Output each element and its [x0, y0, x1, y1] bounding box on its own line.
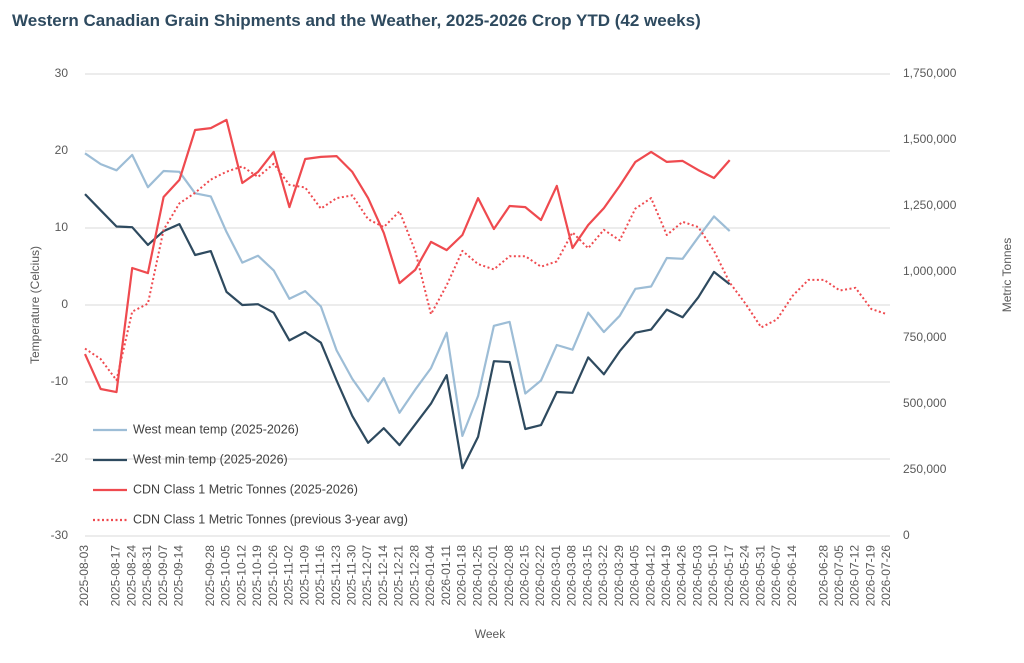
x-tick-label: 2025-12-21 [392, 545, 406, 607]
x-tick-label: 2025-08-03 [77, 545, 91, 607]
x-tick-label: 2025-12-28 [407, 545, 421, 607]
x-tick-label: 2025-11-30 [345, 545, 359, 606]
x-tick-label: 2026-04-05 [628, 545, 642, 607]
x-tick-label: 2025-12-14 [376, 545, 390, 607]
series-line [83, 118, 731, 394]
x-tick-label: 2026-03-29 [612, 545, 626, 607]
x-tick-label: 2025-11-09 [297, 545, 311, 606]
x-tick-label: 2026-05-03 [690, 545, 704, 607]
x-tick-label: 2026-05-10 [706, 545, 720, 607]
legend-label: West mean temp (2025-2026) [133, 422, 299, 436]
y2-tick-label: 1,500,000 [903, 132, 957, 146]
y-tick-label: 10 [55, 220, 69, 234]
y-tick-label: -10 [51, 374, 69, 388]
legend-label: CDN Class 1 Metric Tonnes (previous 3-ye… [133, 512, 408, 526]
x-tick-label: 2026-05-17 [722, 545, 736, 607]
x-tick-label: 2025-08-24 [124, 545, 138, 607]
x-tick-label: 2025-08-31 [140, 545, 154, 607]
x-tick-label: 2026-04-19 [659, 545, 673, 607]
y-axis-title: Temperature (Celcius) [28, 246, 42, 364]
x-tick-label: 2025-09-28 [203, 545, 217, 607]
x-tick-label: 2026-04-12 [643, 545, 657, 607]
x-tick-label: 2026-02-22 [533, 545, 547, 607]
y-tick-label: -20 [51, 451, 69, 465]
y-tick-label: -30 [51, 528, 69, 542]
x-tick-label: 2026-02-15 [517, 545, 531, 607]
y-tick-label: 20 [55, 143, 69, 157]
y2-axis-title: Metric Tonnes [1000, 238, 1014, 312]
x-tick-label: 2025-09-07 [156, 545, 170, 607]
x-tick-label: 2026-07-19 [863, 545, 877, 607]
x-tick-label: 2026-02-01 [486, 545, 500, 607]
x-tick-label: 2025-11-16 [313, 545, 327, 606]
x-axis-title: Week [475, 627, 506, 641]
chart-title: Western Canadian Grain Shipments and the… [12, 11, 701, 30]
x-tick-label: 2025-09-14 [172, 545, 186, 607]
x-tick-label: 2025-10-12 [234, 545, 248, 607]
y2-tick-label: 1,250,000 [903, 198, 957, 212]
series-line [84, 193, 731, 470]
x-tick-label: 2026-04-26 [675, 545, 689, 607]
y2-tick-label: 750,000 [903, 330, 947, 344]
x-tick-label: 2026-06-28 [816, 545, 830, 607]
x-tick-label: 2026-03-08 [565, 545, 579, 607]
x-tick-label: 2025-11-02 [282, 545, 296, 606]
x-tick-label: 2026-05-24 [738, 545, 752, 607]
y2-tick-label: 500,000 [903, 396, 947, 410]
legend-label: CDN Class 1 Metric Tonnes (2025-2026) [133, 482, 358, 496]
x-tick-label: 2025-11-23 [329, 545, 343, 606]
x-tick-label: 2026-07-05 [832, 545, 846, 607]
x-tick-label: 2026-05-31 [753, 545, 767, 607]
x-tick-label: 2025-12-07 [360, 545, 374, 607]
y-tick-label: 0 [61, 297, 68, 311]
x-tick-label: 2026-03-15 [580, 545, 594, 607]
y2-tick-label: 1,750,000 [903, 66, 957, 80]
x-tick-label: 2026-01-04 [423, 545, 437, 607]
x-tick-label: 2025-10-19 [250, 545, 264, 607]
y-tick-label: 30 [55, 66, 69, 80]
legend-label: West min temp (2025-2026) [133, 452, 288, 466]
x-tick-label: 2025-10-05 [219, 545, 233, 607]
x-tick-label: 2026-03-01 [549, 545, 563, 607]
y2-tick-label: 0 [903, 528, 910, 542]
x-tick-label: 2026-07-12 [848, 545, 862, 607]
y2-tick-label: 1,000,000 [903, 264, 957, 278]
x-tick-label: 2025-08-17 [109, 545, 123, 607]
x-tick-label: 2026-03-22 [596, 545, 610, 607]
series-line [84, 152, 731, 437]
x-tick-label: 2026-01-18 [455, 545, 469, 607]
x-tick-label: 2026-06-14 [785, 545, 799, 607]
x-tick-label: 2025-10-26 [266, 545, 280, 607]
x-tick-label: 2026-07-26 [879, 545, 893, 607]
y2-tick-label: 250,000 [903, 462, 947, 476]
x-tick-label: 2026-01-25 [470, 545, 484, 607]
x-tick-label: 2026-01-11 [439, 545, 453, 606]
x-tick-label: 2026-06-07 [769, 545, 783, 607]
x-tick-label: 2026-02-08 [502, 545, 516, 607]
